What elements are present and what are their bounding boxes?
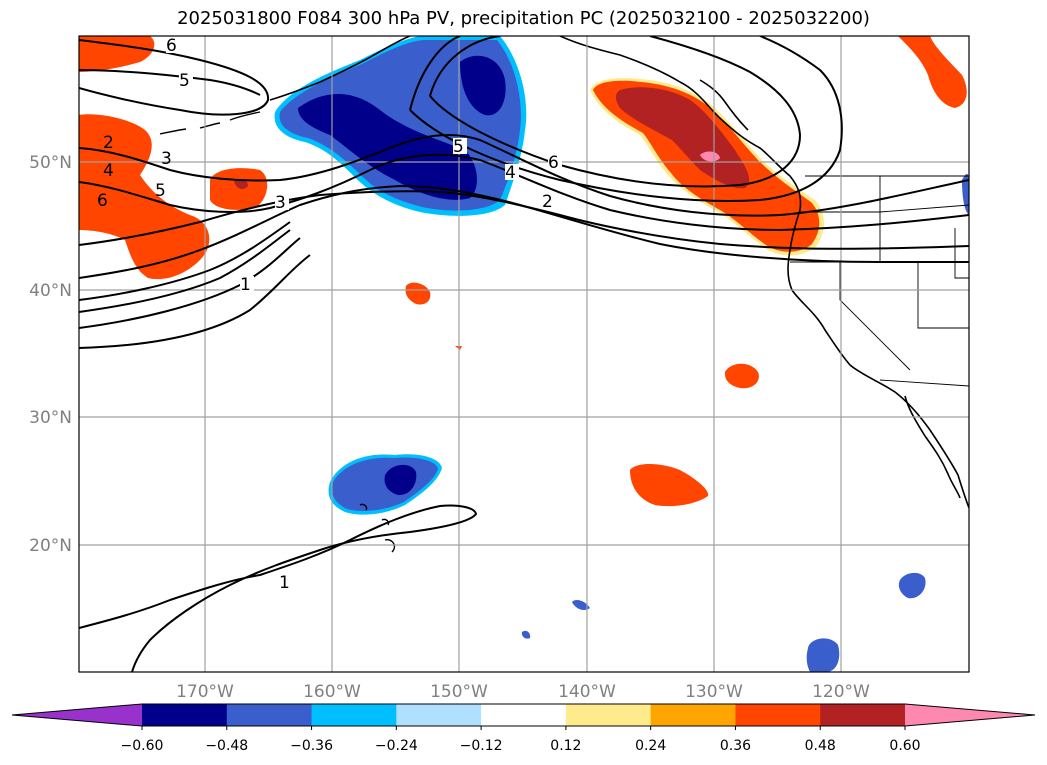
contour-label: 5 (155, 181, 166, 201)
colorbar-bin (650, 704, 736, 726)
latitude-labels: 50°N 40°N 30°N 20°N (29, 153, 72, 556)
state-border-ca-nv (839, 262, 911, 371)
pv-contour-b (79, 229, 291, 313)
colorbar-tick-label: −0.48 (205, 738, 248, 754)
colorbar-bin (142, 704, 228, 726)
pv-contour-d (79, 254, 311, 349)
colorbar-tick-label: 0.36 (720, 738, 751, 754)
colorbar-bin (820, 704, 906, 726)
pv-contour-4 (79, 134, 969, 217)
contour-label: 6 (548, 153, 559, 173)
map-panel (79, 36, 969, 672)
blob-east-orange (724, 363, 759, 389)
pv-contour-6-east (429, 36, 802, 188)
baja-california (904, 395, 961, 499)
colorbar-tick-label: 0.48 (805, 738, 836, 754)
latitude-label: 50°N (29, 153, 72, 173)
colorbar-tick-label: 0.60 (889, 738, 920, 754)
hawaii-islands (359, 503, 396, 553)
longitude-labels: 170°W 160°W 150°W 140°W 130°W 120°W (176, 682, 870, 702)
contour-label: 3 (275, 193, 286, 213)
contour-label: 2 (103, 133, 114, 153)
blob-subtropical-orange (630, 464, 709, 507)
pv-contour-1-north (79, 184, 969, 279)
colorbar-tick-label: −0.60 (121, 738, 164, 754)
alaska-coast (269, 36, 411, 101)
longitude-label: 140°W (558, 682, 616, 702)
pv-contour-c (79, 237, 301, 329)
colorbar-tick-label: 0.12 (550, 738, 581, 754)
pv-contour-6 (79, 39, 270, 116)
contour-label: 4 (103, 161, 114, 181)
colorbar-tick-label: −0.36 (290, 738, 333, 754)
contour-label: 6 (97, 191, 108, 211)
map-frame (78, 35, 970, 673)
colorbar-tick-label: −0.12 (460, 738, 503, 754)
contour-label: 2 (542, 192, 553, 212)
contour-label: 3 (161, 149, 172, 169)
colorbar-bin (735, 704, 821, 726)
colorbar: −0.60 −0.48 −0.36 −0.24 −0.12 0.12 0.24 0.36 0.4… (11, 703, 1036, 754)
pv-contour-5-west (79, 69, 261, 96)
aleutian-islands (159, 111, 261, 135)
blob-nw-orange (210, 168, 268, 210)
colorbar-tick-label: −0.24 (375, 738, 418, 754)
pv-contour-a (79, 221, 291, 301)
colorbar-tick-label: 0.24 (635, 738, 666, 754)
contour-label: 4 (505, 163, 516, 183)
latitude-label: 30°N (29, 408, 72, 428)
colorbar-bin (396, 704, 482, 726)
contour-label: 6 (166, 36, 177, 56)
contour-label: 5 (179, 71, 190, 91)
map-title: 2025031800 F084 300 hPa PV, precipitatio… (177, 8, 870, 29)
longitude-label: 150°W (430, 682, 488, 702)
latitude-label: 40°N (29, 281, 72, 301)
contour-label: 5 (453, 137, 464, 157)
southeast-alaska (699, 79, 749, 131)
colorbar-extend-max (905, 704, 1035, 726)
colorbar-extend-min (12, 704, 142, 726)
mexico-border (879, 379, 969, 387)
longitude-label: 160°W (303, 682, 361, 702)
blob-sw-blue (898, 572, 926, 599)
blob-mid-orange (405, 282, 431, 305)
contour-label: 1 (279, 573, 290, 593)
latitude-label: 20°N (29, 536, 72, 556)
state-border-az (917, 262, 969, 329)
islands (159, 111, 396, 553)
contour-labels: 6 5 2 3 4 5 6 3 1 5 4 6 2 1 (97, 36, 562, 593)
colorbar-bin (226, 704, 313, 726)
pv-contour-3 (79, 153, 969, 232)
pv-contour-1-south (79, 504, 478, 672)
colorbar-bin (565, 704, 652, 726)
longitude-label: 170°W (176, 682, 234, 702)
longitude-label: 130°W (685, 682, 743, 702)
negative-anomaly-shading (274, 36, 969, 672)
state-border-id (954, 228, 969, 279)
blob-ne-orange (898, 36, 967, 108)
blob-s-blue (806, 638, 840, 672)
colorbar-bin (481, 704, 567, 726)
longitude-label: 120°W (812, 682, 870, 702)
pv-contour-2 (79, 190, 969, 250)
contour-label: 1 (240, 275, 251, 295)
colorbar-bin (311, 704, 397, 726)
